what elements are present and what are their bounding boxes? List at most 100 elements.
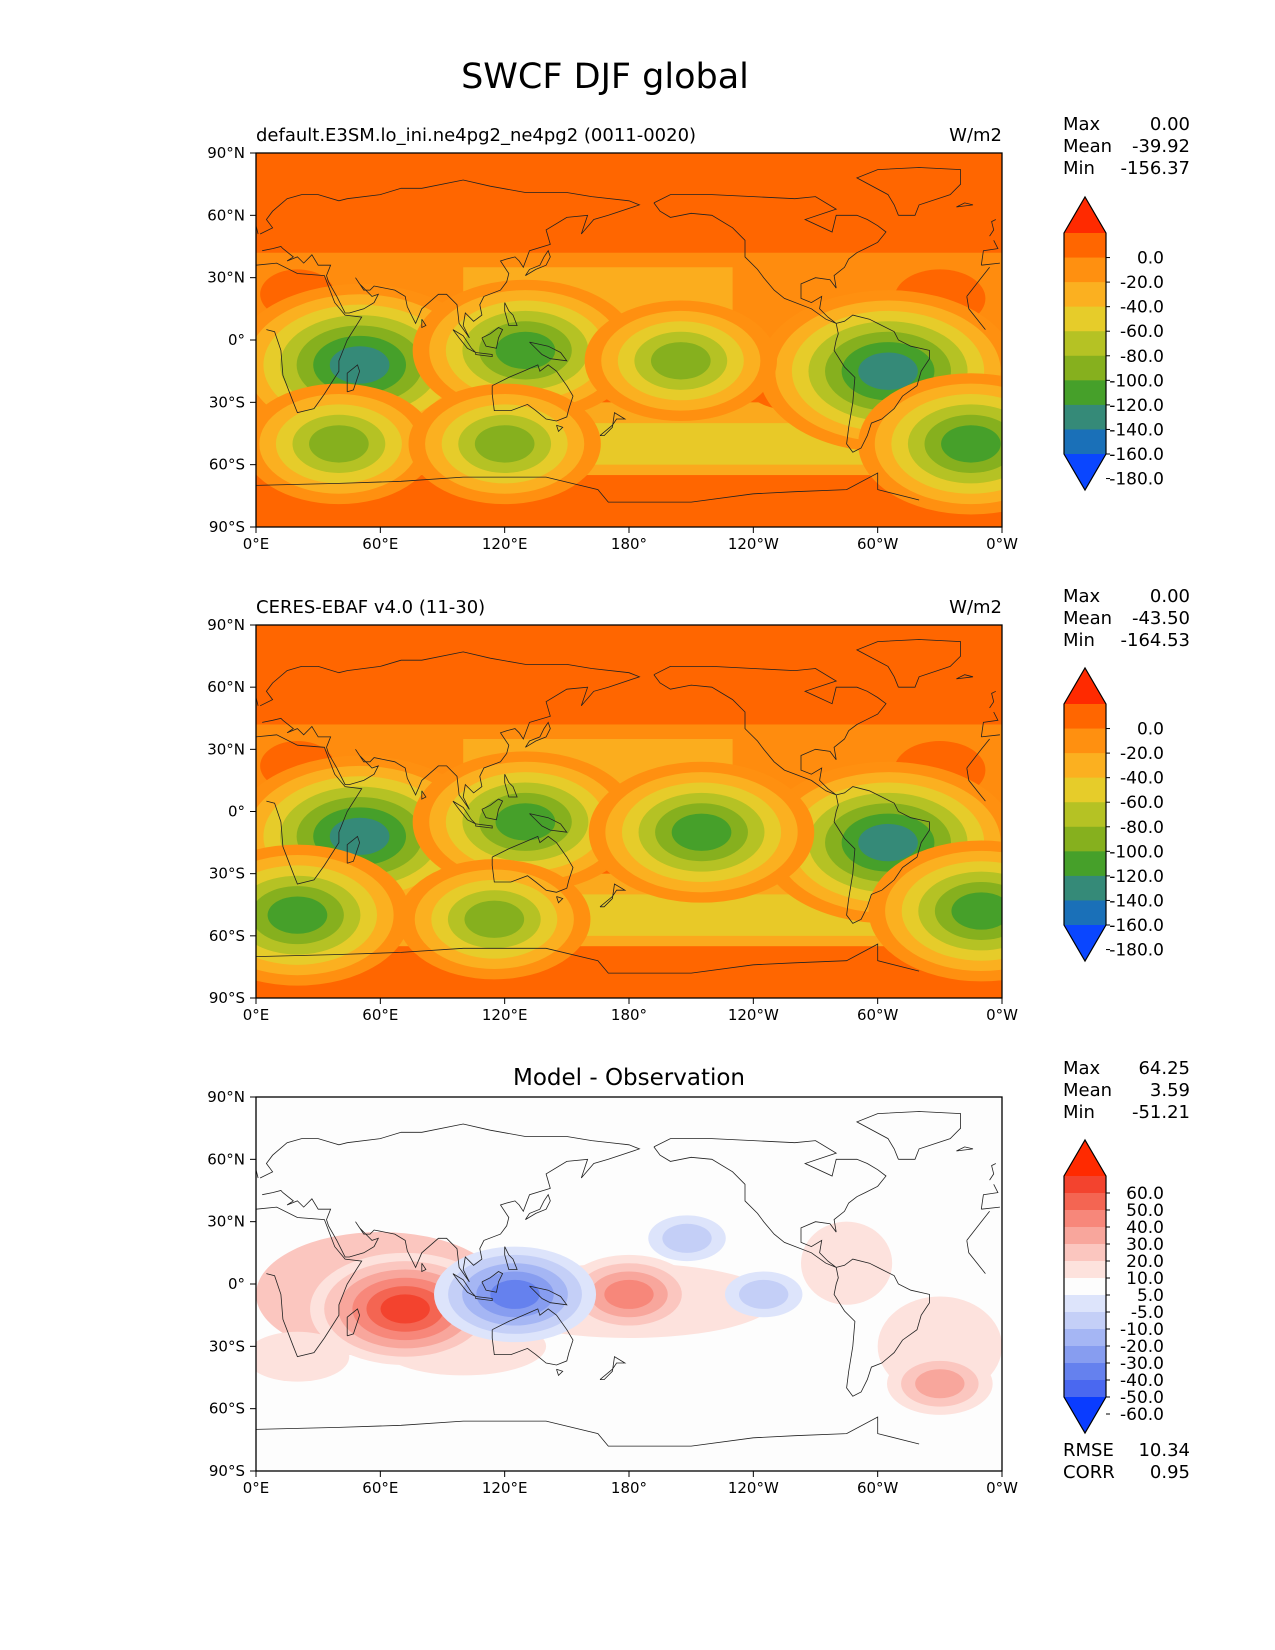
- colorbar-label: -140.0: [1109, 891, 1164, 911]
- x-tick-label: 120°W: [728, 1006, 779, 1024]
- y-tick-label: 0°: [228, 803, 245, 821]
- y-tick-label: 90°N: [207, 144, 245, 162]
- colorbar-box: [1064, 1176, 1106, 1194]
- colorbar-extend-top: [1064, 1140, 1106, 1176]
- stat-value: -164.53: [1121, 630, 1190, 651]
- colorbar-extend-bottom: [1064, 925, 1106, 961]
- colorbar-label: -20.0: [1120, 273, 1164, 293]
- field-layer: [256, 153, 1002, 527]
- colorbar-box: [1064, 1227, 1106, 1245]
- colorbar-label: 5.0: [1137, 1286, 1164, 1306]
- y-tick-label: 90°S: [209, 1462, 245, 1480]
- coastline-0: [256, 262, 990, 414]
- colorbar-label: -180.0: [1109, 941, 1164, 961]
- axis-ticks: 0°E 60°E 120°E 180° 120°W 60°W 0°W 90°N 60°N 30°N…: [207, 616, 1018, 1024]
- coastline-0: [256, 1206, 990, 1358]
- stat-value: 64.25: [1138, 1058, 1190, 1079]
- colorbar-label: -120.0: [1109, 396, 1164, 416]
- coastline-5: [855, 1111, 961, 1160]
- field-feature-1-3: [604, 1279, 654, 1309]
- colorbar: 0.0 -20.0 -40.0 -60.0 -80.0 -100.0 -120.0 -140.…: [1063, 195, 1164, 492]
- colorbar-label: -140.0: [1109, 420, 1164, 440]
- y-tick-label: 60°S: [209, 927, 245, 945]
- coastline-13: [346, 1308, 361, 1337]
- coastline-3: [833, 1258, 930, 1397]
- x-tick-label: 0°W: [986, 1479, 1018, 1497]
- field-feature-2-6: [858, 352, 918, 390]
- x-tick-label: 60°W: [857, 535, 899, 553]
- coastline-10: [529, 1285, 568, 1306]
- colorbar-label: -5.0: [1131, 1303, 1164, 1323]
- coastline-3: [833, 786, 930, 924]
- y-tick-label: 0°: [228, 331, 245, 349]
- colorbar-box: [1064, 1295, 1106, 1313]
- y-tick-label: 60°N: [207, 206, 245, 224]
- colorbar-label: 30.0: [1126, 1235, 1164, 1255]
- axis-ticks: 0°E 60°E 120°E 180° 120°W 60°W 0°W 90°N 60°N 30°N…: [207, 144, 1018, 553]
- colorbar-label: -30.0: [1120, 1354, 1164, 1374]
- field-feature-4-1: [662, 1223, 712, 1253]
- colorbar-box: [1064, 1278, 1106, 1296]
- coastline-18: [556, 424, 564, 433]
- field-feature-6-5: [941, 425, 1001, 463]
- y-tick-label: 60°N: [207, 1150, 245, 1168]
- coastline-17: [421, 790, 427, 800]
- colorbar-label: 0.0: [1137, 249, 1164, 269]
- colorbar-label: -180.0: [1109, 470, 1164, 490]
- colorbar-label: -60.0: [1120, 1405, 1164, 1425]
- x-tick-label: 0°W: [986, 535, 1018, 553]
- field-feature-3-5: [267, 896, 328, 934]
- coastline-15: [504, 302, 518, 326]
- colorbar-extend-bottom: [1064, 454, 1106, 490]
- coastline-6: [256, 943, 920, 974]
- field-feature-0-6: [329, 346, 390, 384]
- colorbar-box: [1064, 728, 1106, 754]
- y-tick-label: 0°: [228, 1275, 245, 1293]
- colorbar-box: [1064, 900, 1106, 926]
- coastline-14: [599, 412, 627, 436]
- colorbar-box: [1064, 306, 1106, 332]
- colorbar-box: [1064, 282, 1106, 308]
- colorbar-extend-bottom: [1064, 1397, 1106, 1433]
- field-feature-3-4: [490, 1279, 540, 1309]
- colorbar: 60.050.040.030.020.010.05.0-5.0-10.0-20.…: [1063, 1138, 1164, 1435]
- x-tick-label: 0°E: [243, 535, 270, 553]
- colorbar-box: [1064, 233, 1106, 259]
- stat-value: -51.21: [1132, 1102, 1190, 1123]
- stat-value: -43.50: [1132, 608, 1190, 629]
- colorbar-box: [1064, 826, 1106, 852]
- colorbar-box: [1064, 331, 1106, 357]
- field-feature-4-4: [474, 425, 535, 463]
- colorbar-box: [1064, 851, 1106, 877]
- colorbar-label: 20.0: [1126, 1252, 1164, 1272]
- corr-label: CORR: [1063, 1462, 1115, 1483]
- x-tick-label: 60°W: [857, 1479, 899, 1497]
- coastline-16: [956, 202, 974, 208]
- field-feature-1-5: [495, 331, 556, 370]
- x-tick-label: 60°E: [362, 1006, 398, 1024]
- colorbar: 0.0 -20.0 -40.0 -60.0 -80.0 -100.0 -120.0 -140.…: [1063, 666, 1164, 963]
- colorbar-label: -100.0: [1109, 371, 1164, 391]
- colorbar-box: [1064, 777, 1106, 803]
- coastline-6: [256, 1416, 920, 1447]
- coastline-2: [653, 666, 887, 796]
- panel-stats: Max 0.00 Mean -39.92 Min -156.37: [1063, 114, 1190, 179]
- y-tick-label: 60°N: [207, 678, 245, 696]
- coastline-16: [956, 1146, 974, 1152]
- coastline-16: [956, 674, 974, 680]
- field-layer: [256, 1097, 1002, 1471]
- colorbar-label: 50.0: [1126, 1201, 1164, 1221]
- x-tick-label: 180°: [611, 1006, 647, 1024]
- stat-label: Min: [1063, 1102, 1095, 1123]
- colorbar-label: 60.0: [1126, 1184, 1164, 1204]
- axis-ticks: 0°E 60°E 120°E 180° 120°W 60°W 0°W 90°N 60°N 30°N…: [207, 1088, 1018, 1497]
- field-feature-2-6: [858, 823, 918, 862]
- coastline-10: [529, 341, 568, 362]
- field-feature-1-5: [495, 803, 556, 841]
- colorbar-box: [1064, 404, 1106, 431]
- coastline-13: [346, 835, 361, 864]
- coastline-15: [504, 1246, 518, 1270]
- field-feature-0-5: [380, 1294, 430, 1324]
- panel-stats: Max 0.00 Mean -43.50 Min -164.53: [1063, 586, 1190, 651]
